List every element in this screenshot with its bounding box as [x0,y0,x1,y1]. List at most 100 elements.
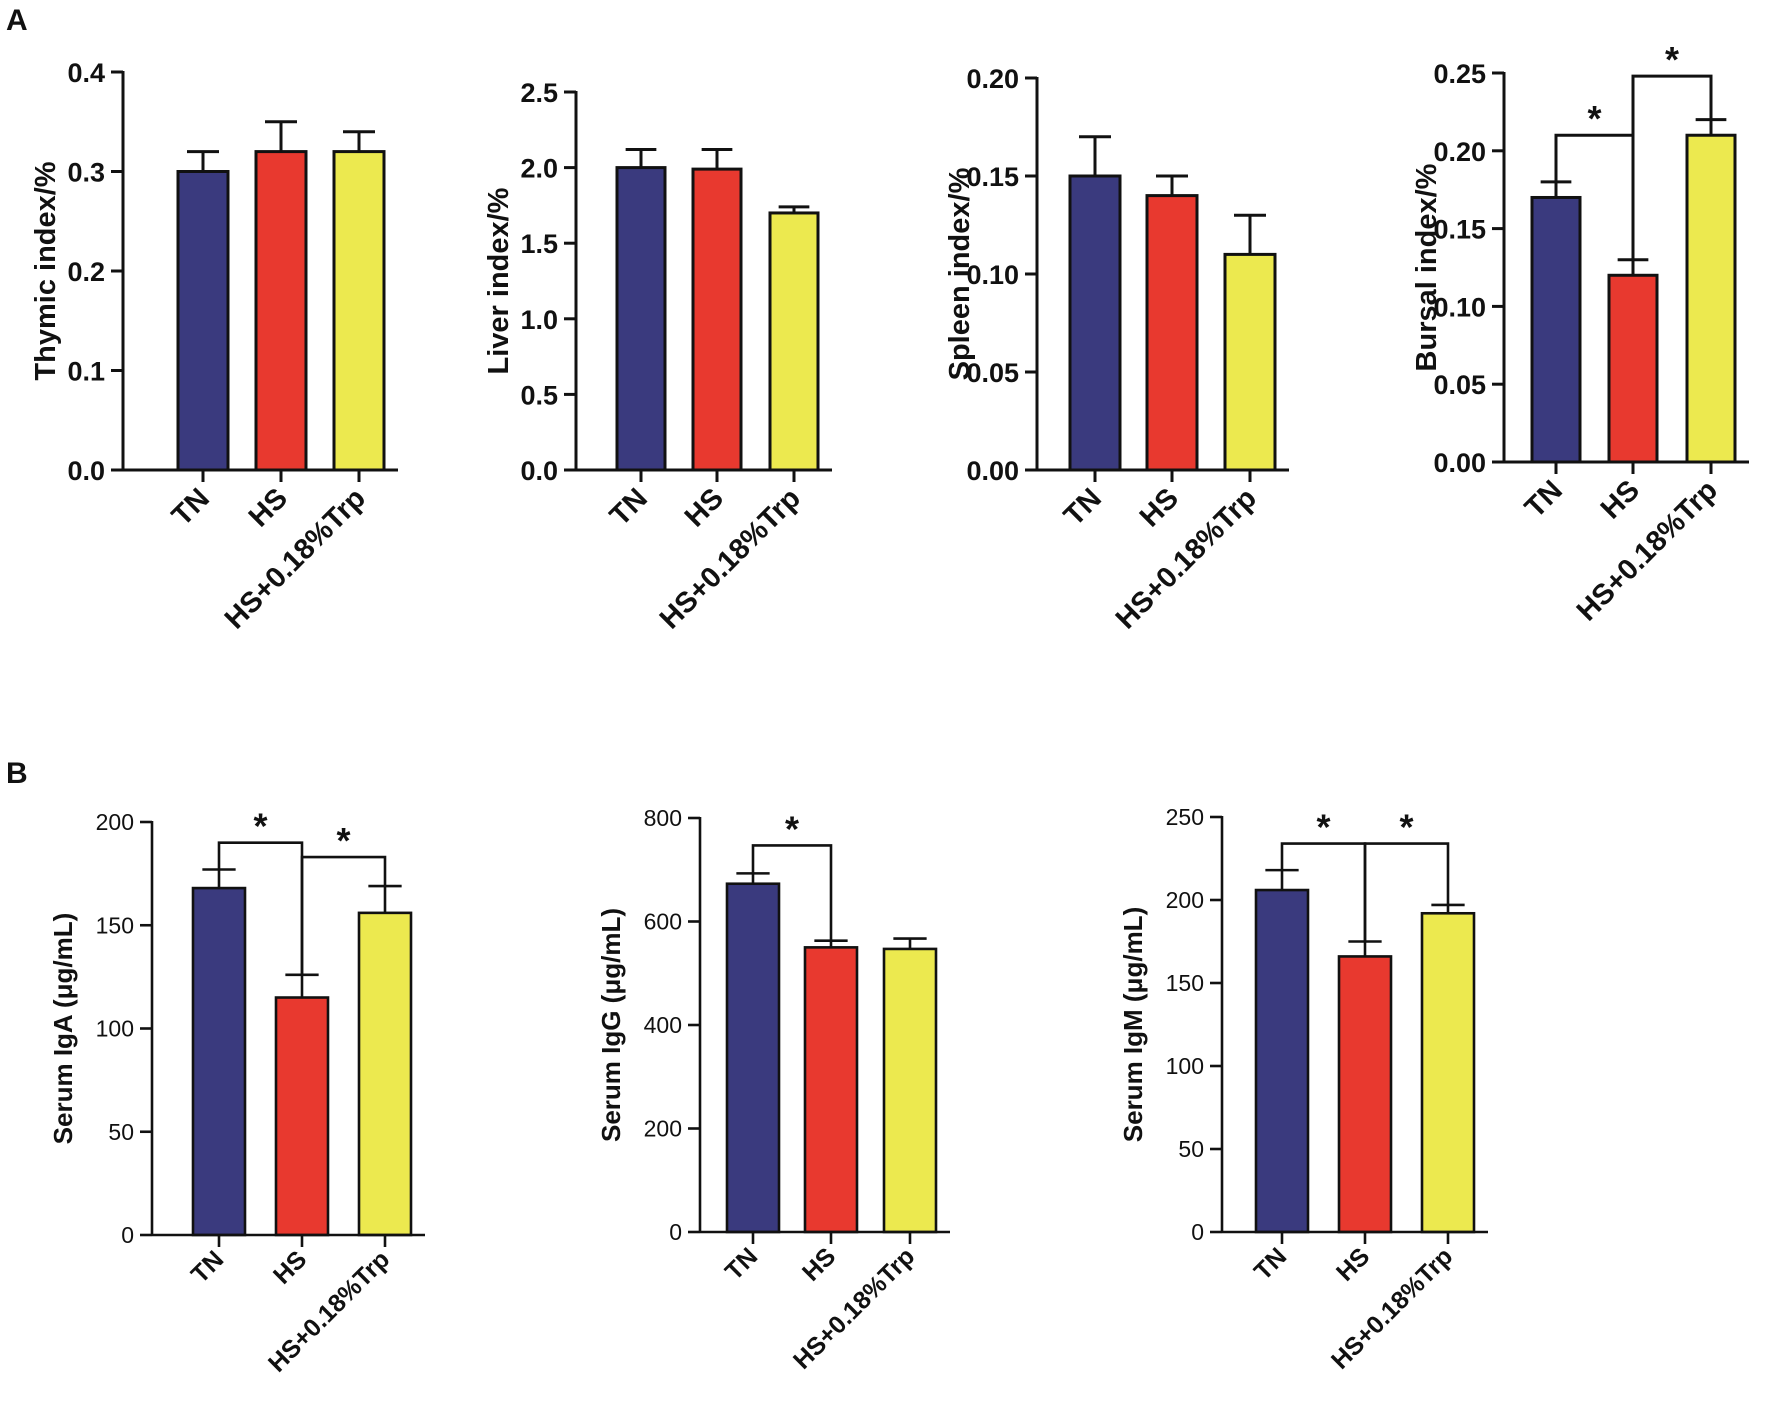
y-tick-label: 200 [96,809,134,835]
x-category-label: HS [268,1245,312,1289]
bar-TN [1068,174,1122,472]
y-tick-label: 0.05 [1433,370,1486,400]
significance-star: * [1665,39,1679,80]
bar-TN [176,170,230,472]
bar-HS [254,150,308,472]
y-axis-title: Liver index/% [483,187,515,374]
y-tick-label: 0.20 [966,64,1019,94]
significance-bracket [751,844,833,941]
x-category-label: TN [1249,1242,1292,1285]
x-category-label: HS [243,482,294,533]
x-category-label: TN [186,1245,229,1288]
y-tick-label: 50 [108,1119,134,1145]
bar-HS [1607,273,1659,464]
y-tick-label: 100 [96,1016,134,1042]
y-axis-title: Spleen index/% [944,167,976,380]
y-tick-label: 0.2 [67,257,105,287]
y-tick-label: 0.10 [1433,292,1486,322]
y-tick-label: 1.5 [520,229,558,259]
x-category-label: HS+0.18%Trp [654,482,807,635]
y-tick-label: 0 [669,1219,682,1245]
x-category-label: TN [720,1242,763,1285]
y-tick-label: 0.0 [67,456,105,486]
significance-bracket [1631,74,1713,260]
y-tick-label: 0.00 [1433,448,1486,478]
bar-HS+0.18%Trp [332,150,386,472]
y-tick-label: 1.0 [520,305,558,335]
y-tick-label: 200 [644,1116,682,1142]
y-tick-label: 150 [1166,970,1204,996]
bar-HS+0.18%Trp [357,911,413,1237]
panel-label-a: A [6,4,28,37]
bar-HS+0.18%Trp [882,947,938,1234]
x-category-label: HS [797,1242,841,1286]
bar-HS [274,996,330,1237]
y-tick-label: 600 [644,909,682,935]
significance-star: * [785,808,799,849]
bar-HS+0.18%Trp [1223,252,1277,472]
y-tick-label: 0.25 [1433,59,1486,89]
y-tick-label: 0 [121,1222,134,1248]
bar-HS+0.18%Trp [1420,911,1476,1234]
y-tick-label: 800 [644,805,682,831]
y-tick-label: 0.0 [520,456,558,486]
x-category-label: HS+0.18%Trp [219,482,372,635]
x-category-label: HS [679,482,730,533]
y-tick-label: 0.20 [1433,137,1486,167]
y-tick-label: 400 [644,1012,682,1038]
bar-HS [1337,955,1393,1234]
y-axis-title: Serum IgG (μg/mL) [596,908,626,1142]
y-tick-label: 0.05 [966,358,1019,388]
x-category-label: HS [1134,482,1185,533]
bar-TN [1254,888,1310,1234]
bar-HS+0.18%Trp [768,211,820,472]
bar-HS [691,167,743,472]
y-tick-label: 0.1 [67,357,105,387]
y-axis-title: Bursal index/% [1411,163,1443,371]
bar-TN [191,886,247,1237]
significance-star: * [253,806,267,847]
y-tick-label: 250 [1166,804,1204,830]
x-category-label: TN [166,482,216,532]
x-category-label: TN [1058,482,1108,532]
bar-HS [1145,194,1199,472]
y-axis-title: Thymic index/% [30,161,62,380]
x-category-label: HS [1331,1242,1375,1286]
y-tick-label: 200 [1166,887,1204,913]
significance-star: * [1399,807,1413,848]
y-tick-label: 0.15 [1433,215,1486,245]
y-tick-label: 0.10 [966,260,1019,290]
significance-bracket [300,855,387,975]
y-tick-label: 0.15 [966,162,1019,192]
y-tick-label: 0.4 [67,58,105,88]
bar-TN [615,166,667,472]
y-tick-label: 0.3 [67,158,105,188]
significance-star: * [1316,807,1330,848]
significance-star: * [1587,98,1601,139]
bar-HS+0.18%Trp [1685,133,1737,464]
bar-HS [803,946,859,1234]
bar-TN [725,882,781,1234]
y-axis-title: Serum IgM (μg/mL) [1118,907,1148,1142]
y-tick-label: 0.5 [520,380,558,410]
x-category-label: HS [1595,474,1646,525]
panel-label-b: B [6,757,28,790]
significance-star: * [336,820,350,861]
x-category-label: TN [1519,474,1569,524]
y-tick-label: 150 [96,912,134,938]
y-tick-label: 2.5 [520,78,558,108]
y-tick-label: 100 [1166,1053,1204,1079]
x-category-label: HS+0.18%Trp [1571,474,1724,627]
x-category-label: TN [604,482,654,532]
y-tick-label: 0.00 [966,456,1019,486]
bar-TN [1530,195,1582,464]
